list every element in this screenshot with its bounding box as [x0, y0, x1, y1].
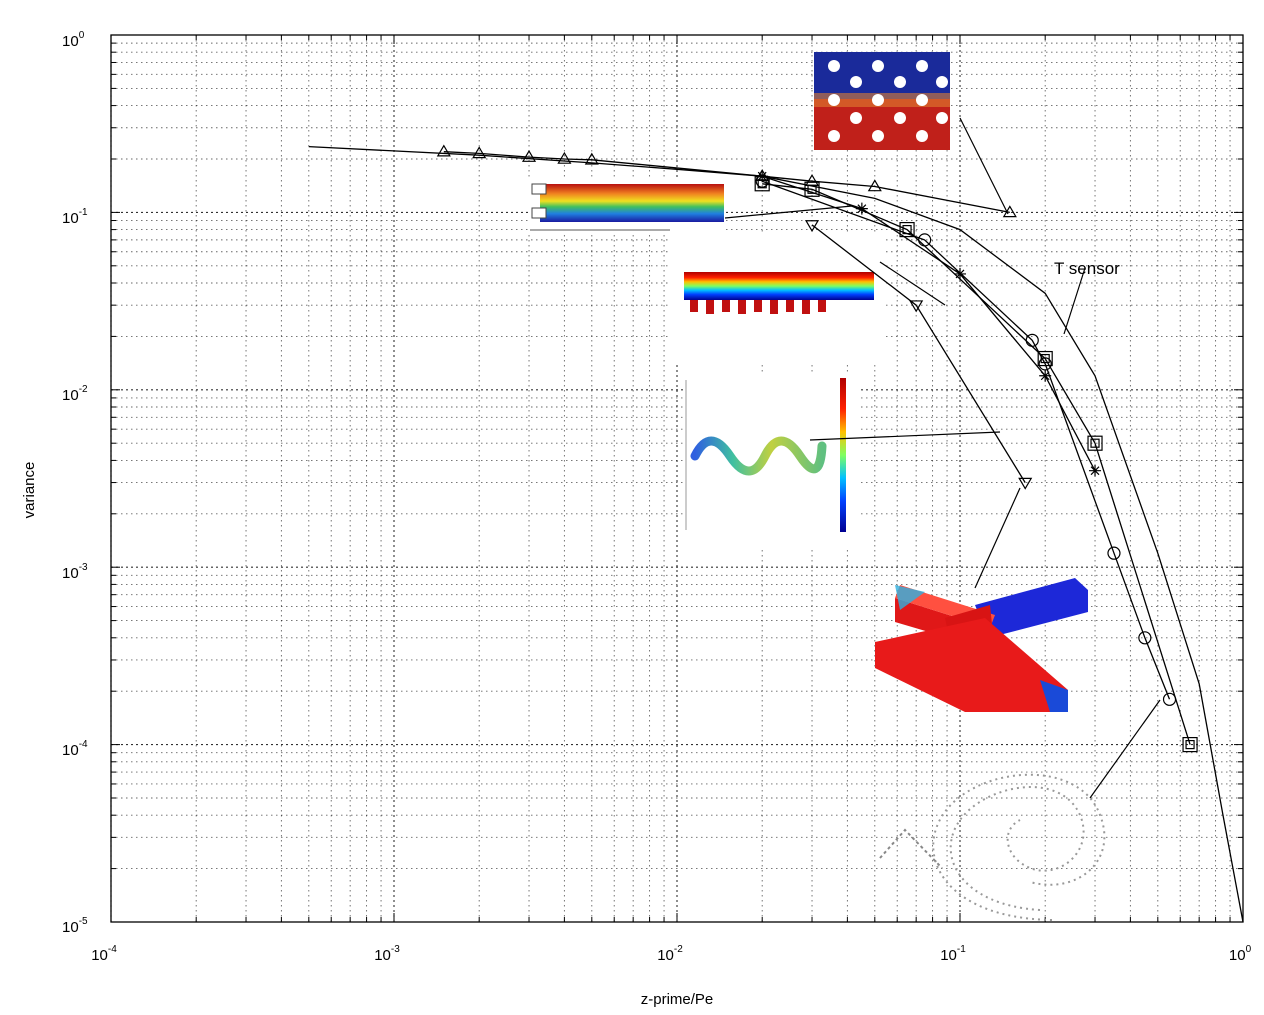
square-marker	[804, 181, 820, 197]
square-marker-inner	[1090, 438, 1100, 448]
series-line	[761, 180, 1171, 700]
y-tick-label: 100	[62, 30, 85, 50]
circle-marker	[1162, 692, 1177, 706]
series-4	[756, 170, 1102, 477]
triangle-marker	[521, 149, 537, 162]
y-tick-label: 10-1	[62, 207, 88, 227]
leader-lines	[724, 117, 1161, 799]
x-tick-label: 10-3	[374, 944, 400, 964]
inset-serpentine-mixer	[683, 372, 858, 547]
star-marker	[855, 202, 868, 215]
x-tick-label: 100	[1229, 944, 1252, 964]
down-triangle-marker	[804, 220, 820, 233]
square-marker	[899, 221, 915, 238]
triangle-marker	[472, 146, 487, 159]
star-marker	[756, 170, 769, 183]
y-tick-label: 10-2	[62, 384, 88, 404]
series-line	[308, 145, 1244, 923]
series	[308, 144, 1244, 923]
star-marker	[1089, 464, 1102, 477]
square-marker	[1087, 435, 1103, 451]
y-tick-label: 10-3	[62, 562, 88, 582]
triangle-marker	[436, 144, 451, 157]
inset-cylinder-array-mixer	[814, 52, 950, 150]
series-line	[443, 151, 1010, 214]
down-triangle-marker	[1018, 477, 1033, 490]
star-marker	[1039, 369, 1052, 382]
y-axis-title: variance	[21, 462, 38, 519]
triangle-marker	[867, 179, 882, 192]
y-tick-label: 10-4	[62, 739, 88, 759]
triangle-marker	[557, 151, 572, 164]
axis-ticks	[110, 35, 1243, 923]
square-marker-inner	[1185, 739, 1195, 750]
inset-cross-junction-mixer	[875, 578, 1088, 712]
inset-staggered-herringbone-mixer	[668, 232, 884, 362]
y-tick-label: 10-5	[62, 916, 88, 936]
circle-marker	[1025, 333, 1039, 347]
circle-marker	[1138, 631, 1152, 645]
x-tick-label: 10-4	[91, 944, 117, 964]
x-tick-label: 10-1	[940, 944, 966, 964]
x-tick-label: 10-2	[657, 944, 683, 964]
series-3	[755, 174, 1177, 706]
series-line	[811, 224, 1026, 483]
x-axis-title: z-prime/Pe	[641, 991, 714, 1008]
circle-marker	[918, 233, 932, 247]
t-sensor-annotation: T sensor	[1054, 259, 1120, 278]
series-0	[308, 145, 1244, 923]
inset-parallel-lamination-mixer	[528, 178, 724, 232]
down-triangle-marker	[909, 300, 924, 313]
triangle-marker	[584, 152, 599, 165]
circle-marker	[1107, 546, 1121, 560]
series-5	[804, 220, 1033, 490]
inset-spiral-mixer	[879, 773, 1106, 921]
square-marker-inner	[807, 184, 817, 194]
star-marker	[954, 267, 966, 280]
square-marker	[1182, 736, 1198, 753]
